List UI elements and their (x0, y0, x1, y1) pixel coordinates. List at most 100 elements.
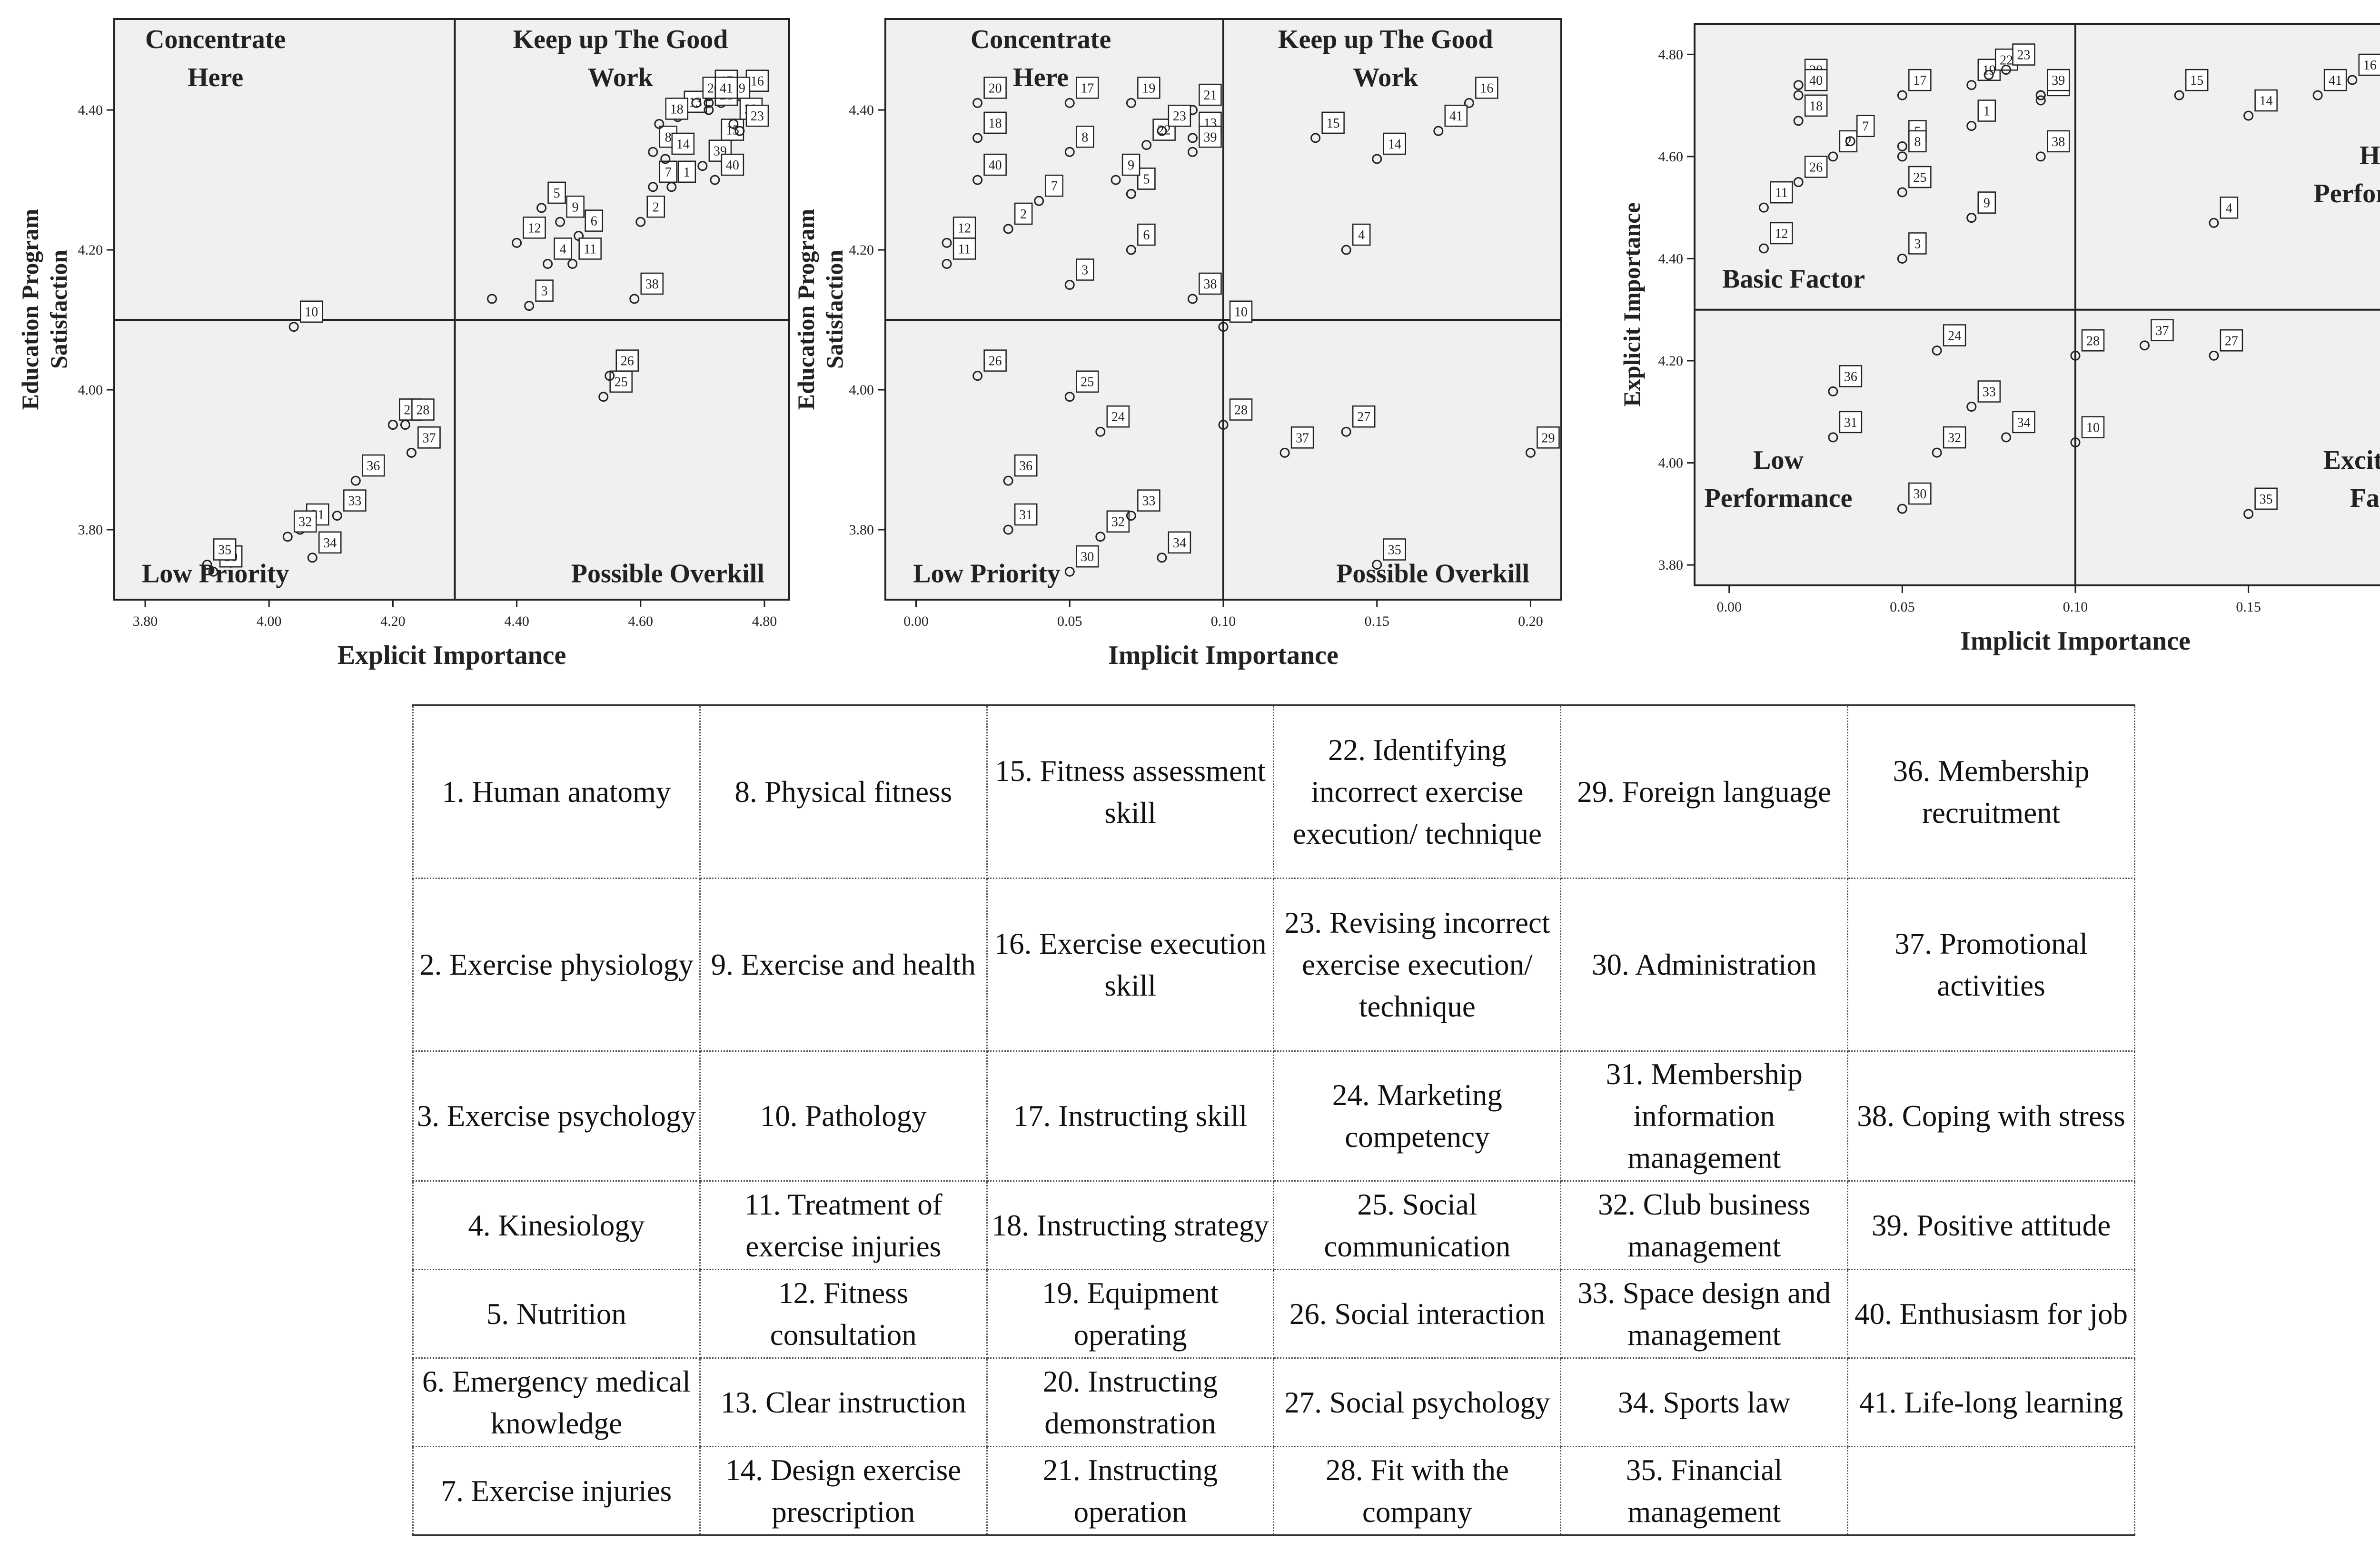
data-label: 25 (1081, 375, 1094, 390)
legend-cell: 28. Fit with the company (1273, 1446, 1562, 1536)
data-point (1341, 245, 1351, 255)
data-label-box (1137, 489, 1160, 512)
quadrant-label-bottom-left: Low (1753, 445, 1804, 475)
legend-row: 6. Emergency medical knowledge 13. Clear … (412, 1357, 2135, 1447)
quadrant-label-bottom-right: Possible Overkill (1336, 559, 1529, 588)
legend-cell: 20. Instructing demonstration (986, 1357, 1275, 1447)
x-tick-label: 4.40 (504, 613, 529, 629)
data-label-box (1352, 405, 1376, 428)
y-tick-label: 4.00 (78, 382, 103, 398)
data-label-box (411, 398, 435, 421)
y-axis-label: Explicit Importance (1618, 202, 1645, 406)
quadrant-label-bottom-right: Factor (2350, 484, 2380, 513)
data-point (1966, 80, 1977, 90)
data-point (1095, 532, 1106, 542)
data-point (307, 553, 317, 563)
data-label-box (1908, 69, 1932, 91)
data-point (2070, 350, 2081, 361)
legend-cell: 14. Design exercise prescription (699, 1446, 988, 1536)
data-label: 37 (422, 431, 436, 445)
data-label-box (2012, 43, 2035, 66)
legend-cell: 10. Pathology (699, 1050, 988, 1182)
data-label-box (362, 454, 385, 477)
data-label-box (1076, 370, 1099, 393)
data-label: 35 (1388, 543, 1401, 558)
data-point (648, 182, 658, 192)
data-label: 10 (2086, 421, 2100, 435)
y-tick-label: 4.00 (1658, 455, 1684, 471)
data-label: 21 (1203, 88, 1217, 103)
legend-cell: 29. Foreign language (1560, 704, 1849, 879)
data-label: 16 (1480, 81, 1493, 96)
legend-cell: 30. Administration (1560, 878, 1849, 1052)
data-label-box (721, 153, 744, 176)
data-label-box (1804, 156, 1828, 178)
data-label: 12 (958, 221, 971, 236)
data-point (1897, 504, 1907, 514)
data-label-box (721, 119, 744, 141)
quadrant-label-top-right: Work (588, 63, 654, 92)
data-point (1932, 447, 1942, 458)
data-point (1828, 432, 1838, 443)
data-label: 9 (1983, 196, 1990, 211)
data-label: 14 (1388, 137, 1401, 152)
data-label-box (2047, 130, 2070, 153)
y-axis-label: Education Program (17, 209, 43, 410)
data-point (972, 175, 983, 185)
data-label-box (1106, 510, 1130, 533)
data-label: 4 (560, 242, 566, 257)
legend-cell: 34. Sports law (1560, 1357, 1849, 1447)
data-point (1897, 141, 1907, 151)
data-label-box (1856, 115, 1875, 137)
data-point (660, 154, 671, 164)
legend-cell: 15. Fitness assessment skill (986, 704, 1275, 879)
legend-cell: 33. Space design and management (1560, 1269, 1849, 1359)
data-label: 18 (670, 102, 684, 117)
data-point (1983, 69, 1994, 80)
data-label-box (1137, 223, 1156, 246)
data-point (1433, 126, 1444, 136)
data-point (1525, 447, 1536, 458)
legend-cell: 25. Social communication (1273, 1180, 1562, 1270)
data-point (406, 447, 416, 458)
data-label-box (1076, 77, 1099, 99)
data-point (208, 566, 218, 577)
y-axis-label: Education Program (793, 209, 819, 410)
data-label: 5 (554, 186, 560, 201)
data-point (1828, 386, 1838, 396)
legend-cell: 24. Marketing competency (1273, 1050, 1562, 1182)
y-tick-label: 4.20 (1658, 353, 1684, 369)
x-tick-label: 4.60 (628, 613, 654, 629)
data-label-box (535, 279, 554, 302)
data-label-box (2323, 69, 2347, 91)
data-label-box (2012, 411, 2035, 434)
data-point (2001, 432, 2012, 443)
legend-cell: 19. Equipment operating (986, 1269, 1275, 1359)
data-label-box (1014, 454, 1038, 477)
data-point (728, 119, 739, 129)
data-label-box (1199, 272, 1222, 295)
data-label-box (1943, 324, 1966, 346)
x-tick-label: 0.20 (1518, 613, 1543, 629)
data-point (972, 98, 983, 108)
y-tick-label: 4.80 (1658, 47, 1684, 62)
data-label: 6 (1143, 228, 1150, 243)
data-point (697, 161, 708, 171)
data-label: 15 (2190, 73, 2203, 88)
legend-cell: 17. Instructing skill (986, 1050, 1275, 1182)
data-point (1793, 116, 1804, 126)
legend-cell: 32. Club business management (1560, 1180, 1849, 1270)
data-point (2312, 90, 2323, 100)
legend-cell: 18. Instructing strategy (986, 1180, 1275, 1270)
data-label: 2 (653, 200, 659, 215)
quadrant-label-top-left: Concentrate (971, 25, 1111, 54)
data-label: 7 (665, 165, 672, 180)
data-point (1897, 151, 1907, 162)
data-label-box (640, 272, 664, 295)
data-label-box (665, 98, 689, 120)
data-label: 1 (684, 165, 690, 180)
x-tick-label: 0.05 (1890, 599, 1915, 615)
data-label: 15 (1327, 116, 1340, 131)
data-point (350, 475, 361, 486)
data-point (1126, 245, 1136, 255)
